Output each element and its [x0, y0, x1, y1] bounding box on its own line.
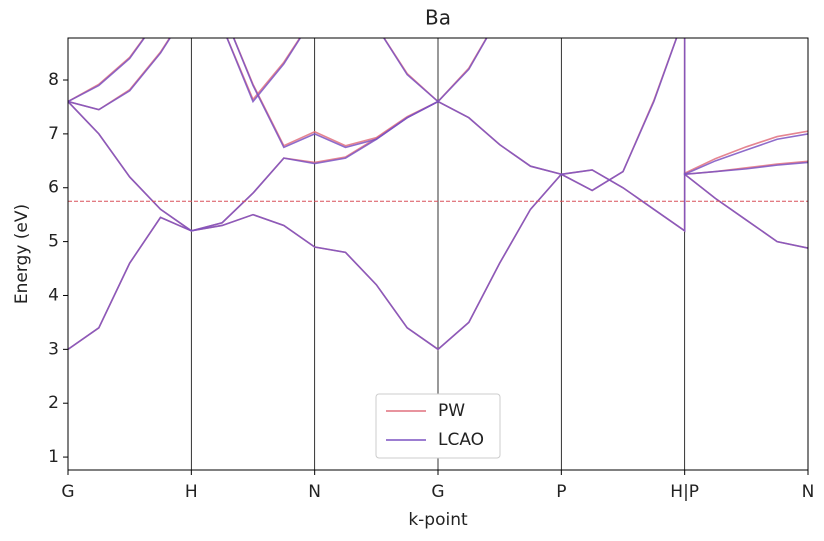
band-line [68, 38, 808, 232]
y-tick-label: 8 [48, 70, 59, 90]
y-tick-label: 5 [48, 232, 59, 252]
band-line [68, 38, 808, 176]
y-tick-label: 4 [48, 285, 59, 305]
y-tick-label: 1 [48, 447, 59, 467]
band-line [68, 38, 439, 104]
legend-label: LCAO [438, 430, 484, 450]
legend-box [375, 393, 501, 459]
x-tick-label: P [556, 482, 566, 502]
y-axis-label: Energy (eV) [12, 204, 32, 304]
band-line [68, 38, 439, 103]
x-tick-label: N [802, 482, 815, 502]
y-tick-label: 3 [48, 339, 59, 359]
y-tick-label: 6 [48, 178, 59, 198]
chart-title: Ba [425, 6, 451, 30]
x-axis-label: k-point [408, 510, 468, 530]
x-tick-label: G [61, 482, 74, 502]
y-tick-label: 7 [48, 124, 59, 144]
legend-label: PW [438, 401, 465, 421]
x-tick-label: H|P [670, 482, 699, 502]
plot-area [68, 38, 808, 470]
y-tick-label: 2 [48, 393, 59, 413]
x-tick-label: H [185, 482, 198, 502]
x-tick-label: N [308, 482, 321, 502]
x-tick-label: G [431, 482, 444, 502]
